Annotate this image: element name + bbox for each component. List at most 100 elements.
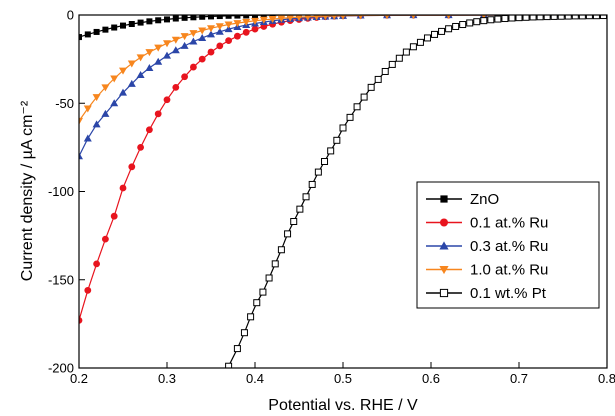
data-point	[346, 113, 354, 121]
data-point	[164, 16, 170, 23]
data-point	[314, 168, 322, 176]
data-point	[190, 63, 197, 71]
data-point	[189, 37, 198, 45]
data-point	[110, 212, 118, 220]
data-point	[234, 15, 241, 19]
y-tick-label: -100	[48, 184, 74, 199]
data-point	[207, 48, 215, 56]
data-point	[233, 345, 241, 353]
data-point	[79, 152, 83, 160]
y-tick-label: -150	[48, 272, 74, 287]
data-point	[446, 15, 451, 20]
legend-swatch-marker	[439, 266, 449, 275]
data-point	[84, 31, 91, 38]
data-point	[304, 15, 312, 21]
data-point	[128, 163, 136, 171]
data-point	[119, 184, 127, 192]
y-tick-label: -200	[48, 361, 74, 376]
data-point	[145, 49, 154, 57]
data-point	[374, 75, 382, 83]
data-point	[111, 24, 118, 31]
x-tick-label: 0.7	[510, 371, 528, 386]
data-point	[252, 15, 258, 19]
legend-swatch-marker	[440, 218, 448, 227]
data-point	[339, 124, 347, 132]
data-point	[198, 33, 207, 41]
legend-entry: 1.0 at.% Ru	[426, 262, 548, 279]
legend-entry: ZnO	[426, 191, 499, 208]
data-point	[480, 17, 488, 25]
data-point	[557, 15, 565, 20]
legend-entry: 0.1 at.% Ru	[426, 215, 548, 232]
data-point	[302, 193, 310, 201]
ticks-layer: 0.2 0.3 0.4 0.5 0.6 0.7 0.8 0 -50 -100 -150 -200	[48, 8, 615, 387]
data-point	[154, 57, 163, 65]
data-point	[172, 83, 180, 91]
data-point	[271, 260, 279, 268]
data-point	[251, 17, 259, 25]
x-tick-label: 0.3	[158, 371, 176, 386]
data-point	[242, 18, 251, 26]
data-point	[215, 27, 224, 35]
data-point	[83, 105, 92, 113]
data-point	[358, 15, 364, 20]
data-point	[171, 46, 180, 54]
data-point	[84, 286, 92, 294]
data-point	[79, 316, 83, 324]
data-point	[102, 26, 109, 33]
legend-label: ZnO	[470, 191, 499, 208]
data-point	[127, 60, 136, 68]
data-point	[181, 73, 189, 81]
data-point	[494, 15, 502, 23]
data-point	[181, 15, 188, 21]
data-point	[171, 36, 180, 44]
x-tick-label: 0.4	[246, 371, 264, 386]
data-point	[411, 15, 416, 20]
data-point	[286, 15, 294, 22]
data-point	[284, 230, 292, 238]
data-point	[242, 28, 250, 36]
data-point	[529, 15, 537, 21]
data-point	[331, 15, 337, 20]
data-point	[119, 88, 127, 96]
data-point	[207, 30, 215, 38]
data-point	[225, 362, 233, 368]
data-point	[79, 34, 82, 41]
data-point	[198, 27, 207, 35]
y-axis-title: Current density / µA cm⁻²	[19, 100, 36, 281]
data-point	[101, 109, 110, 117]
data-point	[445, 25, 453, 33]
x-tick-label: 0.5	[334, 371, 352, 386]
data-point	[515, 15, 523, 22]
data-point	[234, 32, 241, 40]
data-point	[225, 37, 233, 44]
data-point	[243, 15, 250, 19]
data-point	[251, 25, 259, 33]
data-point	[101, 84, 110, 92]
data-point	[501, 15, 509, 23]
data-point	[571, 15, 579, 20]
data-point	[295, 15, 303, 22]
data-point	[137, 143, 145, 151]
data-point	[431, 30, 439, 38]
data-point	[536, 15, 544, 21]
data-point	[119, 67, 127, 75]
legend-label: 1.0 at.% Ru	[470, 262, 548, 279]
data-point	[146, 126, 153, 134]
data-point	[423, 34, 431, 42]
data-point	[225, 15, 232, 19]
data-point	[353, 103, 361, 111]
data-point	[409, 43, 417, 51]
data-point	[550, 15, 558, 20]
data-point	[136, 71, 145, 79]
data-point	[360, 93, 368, 101]
data-point	[313, 15, 320, 21]
data-point	[402, 48, 410, 56]
data-point	[189, 30, 198, 38]
series-4	[225, 15, 607, 368]
data-point	[215, 23, 224, 31]
data-point	[163, 51, 171, 59]
data-point	[247, 313, 255, 321]
legend-box	[416, 181, 600, 309]
